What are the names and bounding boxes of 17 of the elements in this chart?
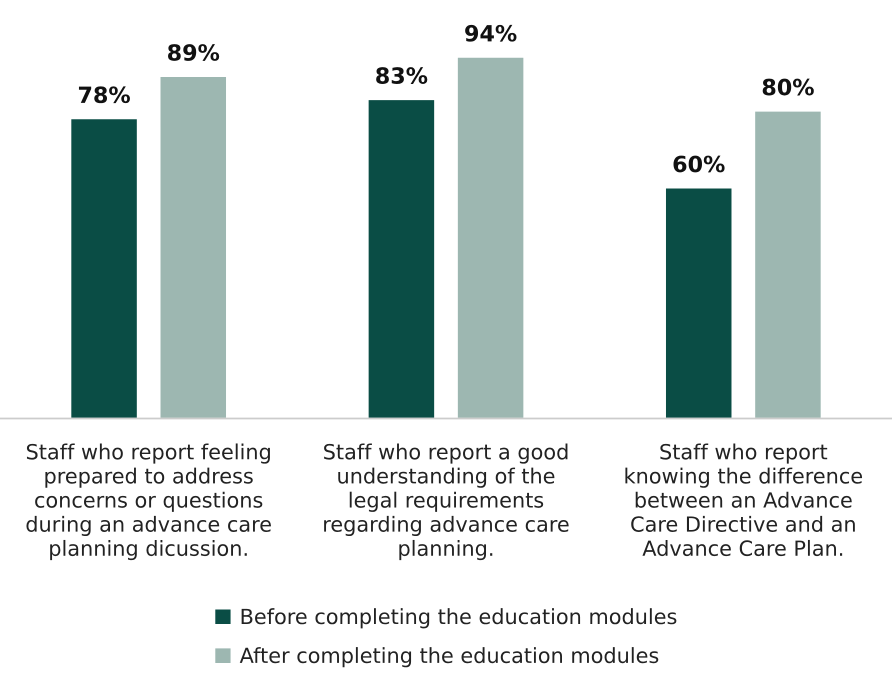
bar bbox=[367, 98, 436, 418]
legend-label: After completing the education modules bbox=[240, 647, 658, 668]
bar bbox=[70, 118, 138, 418]
data-label: 89% bbox=[168, 44, 220, 61]
data-label: 78% bbox=[78, 86, 130, 104]
x-tick-label: Staff who report feeling prepared to address concerns or questions during an advance care planning dicussion. bbox=[26, 443, 271, 560]
data-label: 83% bbox=[376, 67, 428, 84]
x-tick-label: Staff who report knowing the difference between an Advance Care Directive and an Advance Care Plan. bbox=[625, 443, 862, 556]
legend-label: Before completing the education modules bbox=[242, 608, 676, 628]
data-label: 94% bbox=[465, 24, 516, 42]
x-tick-label: Staff who report a good understanding of the legal requirements regarding advance care planning. bbox=[324, 443, 569, 560]
bar bbox=[664, 187, 733, 418]
bar bbox=[159, 76, 228, 418]
data-label: 80% bbox=[762, 78, 814, 96]
bar bbox=[456, 56, 525, 418]
bar bbox=[754, 110, 822, 418]
data-label: 60% bbox=[674, 156, 725, 172]
